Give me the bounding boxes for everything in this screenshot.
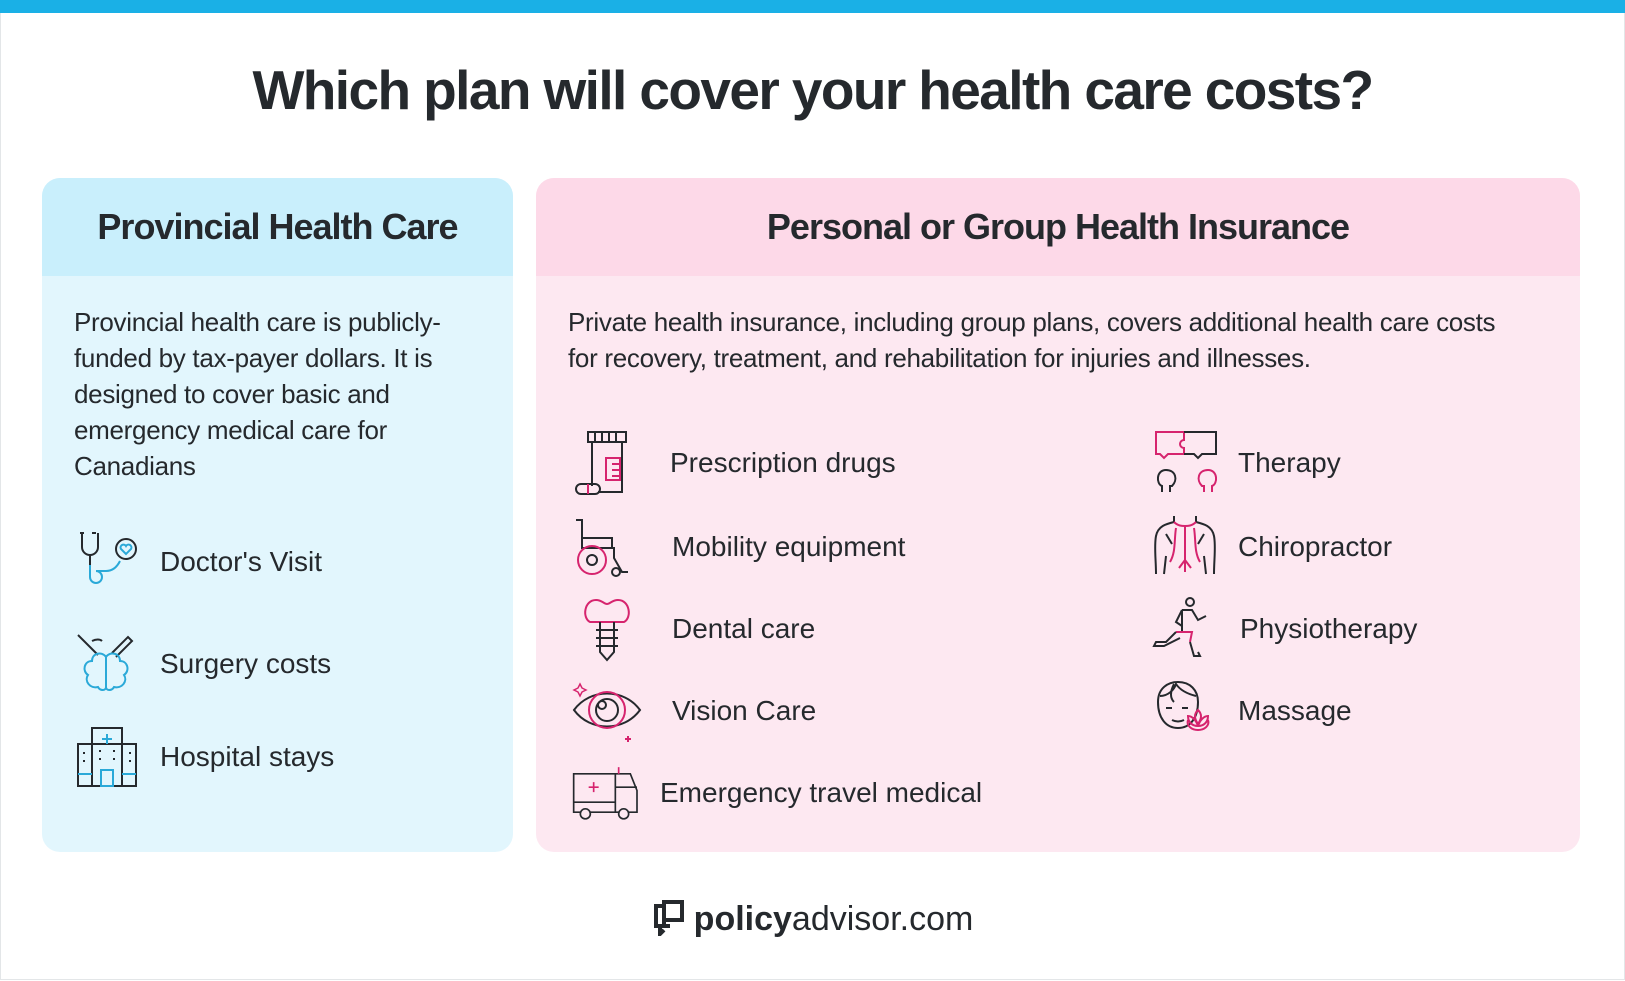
policyadvisor-logo[interactable]: policyadvisor.com bbox=[0, 898, 1625, 941]
coverage-item-label: Emergency travel medical bbox=[660, 777, 983, 808]
coverage-item-label: Dental care bbox=[672, 613, 816, 644]
coverage-item-prescription-drugs: Prescription drugs bbox=[572, 430, 896, 496]
brand-name-bold: policy bbox=[693, 900, 792, 938]
coverage-item-label: Doctor's Visit bbox=[160, 546, 322, 577]
coverage-item-chiropractor: Chiropractor bbox=[1150, 514, 1392, 580]
panel-title: Provincial Health Care bbox=[42, 178, 513, 276]
stethoscope-icon bbox=[72, 529, 142, 595]
tooth-implant-icon bbox=[572, 596, 642, 662]
provincial-health-care-panel: Provincial Health Care Provincial health… bbox=[42, 178, 513, 852]
coverage-item-surgery-costs: Surgery costs bbox=[72, 631, 331, 697]
panel-description: Private health insurance, including grou… bbox=[568, 307, 1496, 373]
coverage-item-hospital-stays: Hospital stays bbox=[72, 724, 334, 790]
therapy-talk-icon bbox=[1152, 430, 1222, 496]
eye-icon bbox=[572, 678, 642, 744]
top-accent-bar bbox=[0, 0, 1625, 13]
coverage-item-label: Physiotherapy bbox=[1240, 613, 1418, 644]
hospital-icon bbox=[72, 724, 142, 790]
coverage-item-mobility-equipment: Mobility equipment bbox=[572, 514, 905, 580]
coverage-item-vision-care: Vision Care bbox=[572, 678, 816, 744]
coverage-item-emergency-travel-medical: Emergency travel medical bbox=[572, 760, 982, 826]
coverage-item-label: Vision Care bbox=[672, 695, 817, 726]
page-title: Which plan will cover your health care c… bbox=[252, 59, 1375, 121]
runner-icon bbox=[1152, 596, 1222, 662]
coverage-item-label: Mobility equipment bbox=[672, 531, 906, 562]
back-spine-icon bbox=[1150, 514, 1220, 580]
personal-group-insurance-panel: Personal or Group Health Insurance Priva… bbox=[536, 178, 1580, 852]
policyadvisor-logo-icon bbox=[652, 898, 686, 941]
brand-name: policyadvisor.com bbox=[694, 900, 974, 939]
brand-name-regular: advisor.com bbox=[791, 900, 974, 938]
coverage-item-label: Surgery costs bbox=[160, 648, 332, 679]
coverage-item-dental-care: Dental care bbox=[572, 596, 815, 662]
coverage-item-label: Prescription drugs bbox=[670, 447, 896, 478]
coverage-item-physiotherapy: Physiotherapy bbox=[1152, 596, 1417, 662]
coverage-item-label: Therapy bbox=[1238, 447, 1341, 478]
panel-title: Personal or Group Health Insurance bbox=[536, 178, 1580, 276]
ambulance-icon bbox=[572, 760, 642, 826]
coverage-item-therapy: Therapy bbox=[1152, 430, 1341, 496]
coverage-item-massage: Massage bbox=[1150, 678, 1352, 744]
wheelchair-icon bbox=[572, 514, 642, 580]
pill-bottle-icon bbox=[572, 430, 642, 496]
coverage-item-label: Massage bbox=[1238, 695, 1352, 726]
spa-face-icon bbox=[1150, 678, 1220, 744]
brain-surgery-icon bbox=[72, 631, 142, 697]
coverage-item-label: Chiropractor bbox=[1238, 531, 1393, 562]
panel-description: Provincial health care is publicly-funde… bbox=[74, 307, 441, 481]
coverage-item-label: Hospital stays bbox=[160, 741, 335, 772]
coverage-item-doctors-visit: Doctor's Visit bbox=[72, 529, 322, 595]
